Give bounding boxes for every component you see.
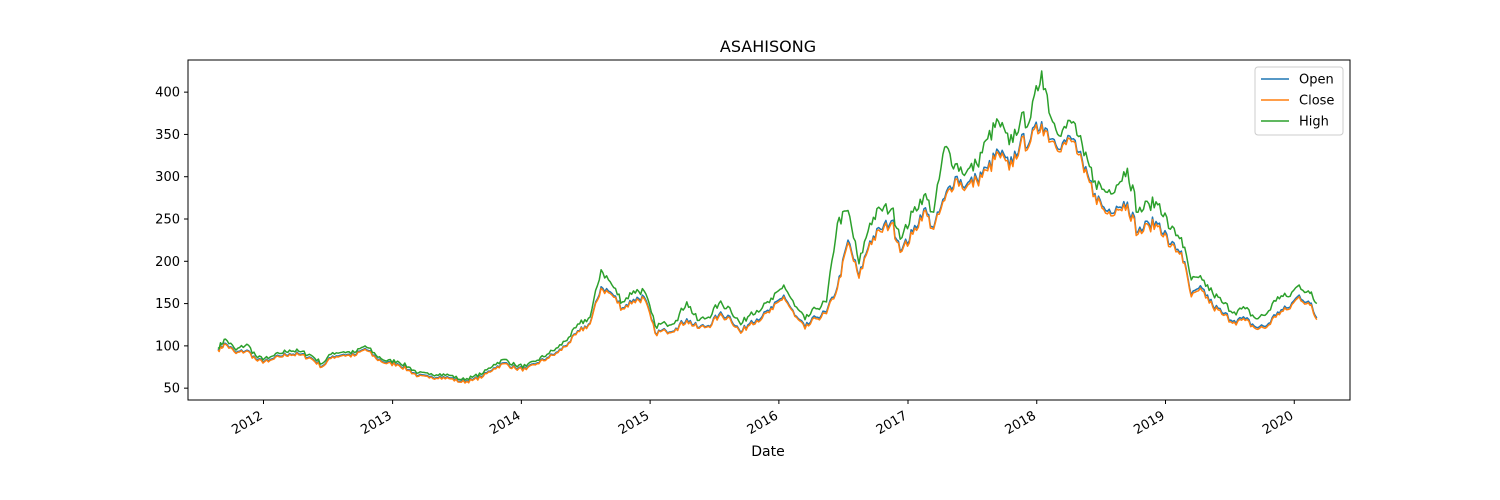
x-tick-label: 2017 [874,408,910,438]
legend: Open Close High [1254,66,1344,136]
x-tick-label: 2013 [358,408,394,438]
x-tick-label: 2014 [487,408,523,438]
legend-label-open: Open [1299,73,1334,88]
x-axis-title: Date [751,444,784,460]
x-tick-label: 2016 [745,408,781,438]
x-axis: 2012 2013 2014 2015 2016 2017 2018 2019 2020 [229,400,1296,438]
y-tick-label: 350 [155,128,180,143]
series-lines [217,70,1318,384]
y-tick-label: 300 [155,170,180,185]
y-tick-label: 200 [155,255,180,270]
legend-label-high: High [1299,115,1329,130]
plot-frame [187,59,1351,401]
y-axis: 50 100 150 200 250 300 350 400 [155,86,188,397]
plot-area [187,59,1351,401]
x-tick-label: 2020 [1260,408,1296,438]
y-tick-label: 250 [155,213,180,228]
y-tick-label: 150 [155,297,180,312]
x-tick-label: 2012 [229,408,265,438]
x-tick-label: 2018 [1003,408,1039,438]
x-tick-label: 2019 [1131,408,1167,438]
series-line-high [217,70,1318,381]
chart-title: ASAHISONG [720,37,816,56]
x-tick-label: 2015 [616,408,652,438]
y-tick-label: 400 [155,86,180,101]
series-line-open [217,120,1318,383]
series-line-close [217,123,1318,384]
legend-label-close: Close [1299,94,1334,109]
y-tick-label: 100 [155,339,180,354]
legend-box [1254,66,1344,136]
y-tick-label: 50 [163,382,180,397]
